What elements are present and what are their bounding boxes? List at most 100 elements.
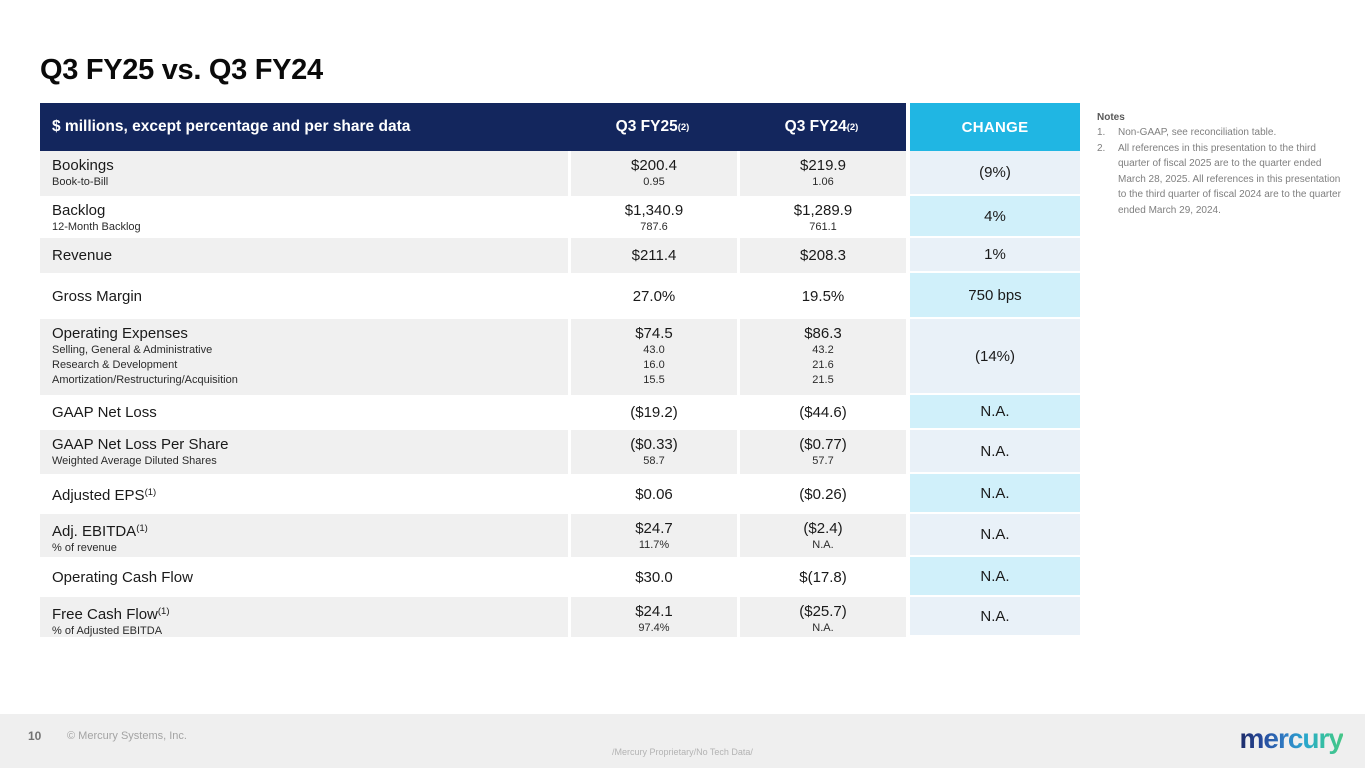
- row-label: Adjusted EPS(1): [52, 487, 157, 504]
- row-label: GAAP Net Loss Per Share: [52, 436, 229, 453]
- fy24-subvalue: 1.06: [812, 176, 834, 188]
- fy25-subvalue: 15.5: [643, 374, 665, 386]
- page-number: 10: [28, 729, 42, 743]
- fy25-subvalue: 58.7: [643, 455, 665, 467]
- row-label: Operating Cash Flow: [52, 568, 193, 586]
- fy25-value: $24.1: [635, 603, 673, 620]
- footnote-marker: (1): [136, 523, 148, 534]
- financials-table: $ millions, except percentage and per sh…: [40, 103, 1080, 637]
- slide-footer: 10 © Mercury Systems, Inc. /Mercury Prop…: [0, 714, 1365, 768]
- row-label: Backlog: [52, 202, 106, 219]
- fy25-value: $30.0: [635, 568, 673, 586]
- row-label: Free Cash Flow(1): [52, 606, 170, 623]
- row-label: Bookings: [52, 157, 114, 174]
- table-row-operating-expenses: Operating Expenses Selling, General & Ad…: [40, 319, 1080, 395]
- fy25-subvalue: 43.0: [643, 344, 665, 356]
- note-item: 1. Non-GAAP, see reconciliation table.: [1097, 125, 1349, 141]
- fy24-subvalue: 43.2: [812, 344, 834, 356]
- change-value: (14%): [910, 319, 1080, 395]
- fy25-subvalue: 97.4%: [638, 622, 670, 634]
- table-row-free-cash-flow: Free Cash Flow(1) % of Adjusted EBITDA $…: [40, 597, 1080, 637]
- fy24-value: 19.5%: [801, 287, 845, 305]
- fy25-value: $211.4: [631, 247, 677, 264]
- fy24-subvalue: 21.6: [812, 359, 834, 371]
- table-row-gaap-net-loss: GAAP Net Loss ($19.2) ($44.6) N.A.: [40, 395, 1080, 430]
- fy24-value: $(17.8): [799, 568, 847, 586]
- fy25-value: ($19.2): [630, 404, 678, 421]
- fy25-value: $0.06: [635, 485, 673, 503]
- table-row-adj-ebitda: Adj. EBITDA(1) % of revenue $24.7 11.7% …: [40, 514, 1080, 557]
- fy24-value: ($0.26): [799, 485, 847, 503]
- row-label: GAAP Net Loss: [52, 404, 157, 421]
- change-value: (9%): [910, 151, 1080, 196]
- table-header-row: $ millions, except percentage and per sh…: [40, 103, 1080, 151]
- fy24-subvalue: N.A.: [812, 622, 834, 634]
- row-label: Operating Expenses: [52, 325, 188, 342]
- header-label: $ millions, except percentage and per sh…: [40, 103, 568, 151]
- footnote-marker: (1): [144, 487, 157, 498]
- fy24-value: $1,289.9: [793, 202, 853, 219]
- change-value: N.A.: [910, 395, 1080, 430]
- table-row-revenue: Revenue $211.4 $208.3 1%: [40, 238, 1080, 273]
- fy25-subvalue: 0.95: [643, 176, 665, 188]
- table-row-gaap-net-loss-per-share: GAAP Net Loss Per Share Weighted Average…: [40, 430, 1080, 474]
- fy24-value: $208.3: [800, 247, 846, 264]
- footnote-marker: (2): [846, 121, 859, 133]
- table-row-adjusted-eps: Adjusted EPS(1) $0.06 ($0.26) N.A.: [40, 474, 1080, 514]
- copyright-text: © Mercury Systems, Inc.: [67, 730, 187, 742]
- fy25-subvalue: 16.0: [643, 359, 665, 371]
- change-value: N.A.: [910, 514, 1080, 557]
- fy25-value: $200.4: [631, 157, 677, 174]
- mercury-logo: mercury: [1239, 723, 1344, 754]
- note-number: 2.: [1097, 142, 1106, 154]
- footnote-marker: (1): [157, 606, 170, 617]
- row-sublabel: Amortization/Restructuring/Acquisition: [52, 374, 238, 386]
- change-value: N.A.: [910, 474, 1080, 514]
- note-item: 2. All references in this presentation t…: [1097, 141, 1349, 219]
- fy25-value: $74.5: [635, 325, 673, 342]
- fy24-subvalue: N.A.: [812, 539, 834, 551]
- change-value: 750 bps: [910, 273, 1080, 319]
- row-label: Adj. EBITDA(1): [52, 523, 148, 540]
- note-text: Non-GAAP, see reconciliation table.: [1118, 127, 1277, 138]
- fy24-value: ($2.4): [803, 520, 843, 537]
- fy24-subvalue: 21.5: [812, 374, 834, 386]
- header-col-fy24: Q3 FY24 (2): [737, 103, 906, 151]
- fy24-value: ($25.7): [799, 603, 847, 620]
- row-sublabel: 12-Month Backlog: [52, 221, 141, 233]
- fy24-value: $219.9: [800, 157, 846, 174]
- footnote-marker: (2): [677, 121, 690, 133]
- change-value: 4%: [910, 196, 1080, 238]
- row-label: Gross Margin: [52, 287, 143, 305]
- note-number: 1.: [1097, 127, 1106, 138]
- fy25-subvalue: 787.6: [640, 221, 668, 233]
- proprietary-notice: /Mercury Proprietary/No Tech Data/: [612, 747, 753, 757]
- table-row-operating-cash-flow: Operating Cash Flow $30.0 $(17.8) N.A.: [40, 557, 1080, 597]
- table-row-gross-margin: Gross Margin 27.0% 19.5% 750 bps: [40, 273, 1080, 319]
- change-value: N.A.: [910, 597, 1080, 637]
- fy25-value: $24.7: [635, 520, 673, 537]
- header-col-change: CHANGE: [910, 103, 1080, 151]
- fy24-value: ($44.6): [799, 404, 847, 421]
- row-label: Revenue: [52, 247, 113, 264]
- note-text: All references in this presentation to t…: [1118, 142, 1341, 216]
- row-sublabel: Weighted Average Diluted Shares: [52, 455, 217, 467]
- change-value: N.A.: [910, 557, 1080, 597]
- fy25-subvalue: 11.7%: [638, 539, 670, 551]
- table-row-bookings: Bookings Book-to-Bill $200.4 0.95 $219.9…: [40, 151, 1080, 196]
- row-sublabel: % of revenue: [52, 542, 117, 554]
- row-sublabel: Book-to-Bill: [52, 176, 109, 188]
- fy25-value: ($0.33): [630, 436, 678, 453]
- fy24-value: $86.3: [804, 325, 842, 342]
- row-sublabel: Research & Development: [52, 359, 178, 371]
- page-title: Q3 FY25 vs. Q3 FY24: [40, 54, 323, 86]
- fy25-value: 27.0%: [632, 287, 676, 305]
- change-value: 1%: [910, 238, 1080, 273]
- table-row-backlog: Backlog 12-Month Backlog $1,340.9 787.6 …: [40, 196, 1080, 238]
- fy24-value: ($0.77): [799, 436, 847, 453]
- change-value: N.A.: [910, 430, 1080, 474]
- row-sublabel: % of Adjusted EBITDA: [52, 625, 163, 637]
- header-col-fy25: Q3 FY25 (2): [568, 103, 737, 151]
- notes-heading: Notes: [1097, 112, 1125, 123]
